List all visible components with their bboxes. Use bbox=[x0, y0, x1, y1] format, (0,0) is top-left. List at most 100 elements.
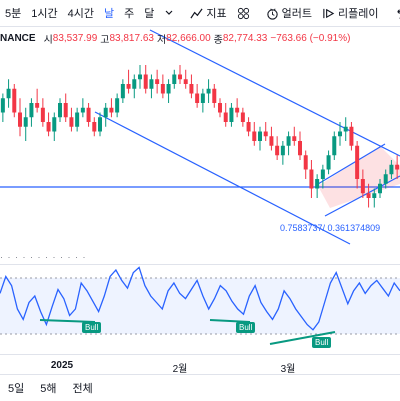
candle-body bbox=[269, 136, 274, 146]
range-bar: 5일 5해 전체 bbox=[0, 374, 400, 401]
oscillator-pane[interactable] bbox=[0, 264, 400, 354]
interval-week[interactable]: 주 bbox=[124, 8, 135, 20]
candle-body bbox=[378, 183, 382, 194]
candle-body bbox=[40, 107, 45, 122]
close-value: 82,774.33 bbox=[222, 32, 268, 44]
range-5y[interactable]: 5해 bbox=[40, 383, 57, 395]
pane-divider[interactable] bbox=[0, 264, 400, 265]
candle-body bbox=[103, 107, 108, 118]
candle-body bbox=[0, 98, 5, 113]
bull-signal-badge: Bull bbox=[312, 337, 332, 348]
close-label: 종 bbox=[213, 34, 223, 46]
bull-signal-badge: Bull bbox=[82, 322, 102, 333]
candle-body bbox=[303, 155, 308, 170]
candle-body bbox=[332, 136, 337, 156]
candle-body bbox=[258, 131, 262, 141]
bull-divergence-line bbox=[209, 319, 251, 323]
candle-body bbox=[349, 126, 354, 146]
candle-body bbox=[189, 84, 194, 94]
candle-body bbox=[23, 117, 28, 127]
pane-handle[interactable]: · · · · · · · · · · · · bbox=[0, 252, 87, 262]
candle-body bbox=[172, 74, 177, 84]
time-tick: 3월 bbox=[280, 364, 296, 375]
range-all[interactable]: 전체 bbox=[72, 383, 93, 395]
bull-signal-badge: Bull bbox=[236, 322, 256, 333]
change-value: −763.66 (−0.91%) bbox=[270, 32, 351, 44]
interval-day[interactable]: 날 bbox=[103, 8, 115, 20]
indicators-button[interactable]: 지표 bbox=[185, 0, 231, 26]
candle-body bbox=[12, 88, 17, 113]
candle-body bbox=[343, 126, 348, 132]
replay-label: 리플레이 bbox=[337, 8, 379, 20]
low-label: 저 bbox=[156, 34, 167, 46]
open-value: 83,537.99 bbox=[52, 32, 98, 44]
bull-divergence-line bbox=[39, 319, 96, 323]
candle-body bbox=[200, 93, 205, 103]
candle-body bbox=[223, 112, 228, 122]
undo-button[interactable] bbox=[389, 0, 400, 26]
candle-body bbox=[395, 164, 400, 170]
replay-button[interactable]: 리플레이 bbox=[317, 0, 383, 26]
candle-body bbox=[46, 122, 51, 132]
candle-body bbox=[29, 103, 34, 118]
grid-icon bbox=[237, 7, 249, 19]
candle-body bbox=[360, 179, 365, 194]
candle-body bbox=[280, 145, 285, 156]
candle-body bbox=[229, 107, 234, 122]
high-value: 83,817.63 bbox=[109, 32, 154, 44]
time-tick: 2025 bbox=[50, 360, 74, 371]
candle-body bbox=[326, 155, 331, 170]
candle-body bbox=[218, 103, 222, 113]
candle-body bbox=[275, 145, 280, 156]
top-toolbar: 5분 1시간 4시간 날 주 달 지표 얼러트 리플레이 bbox=[0, 0, 400, 27]
candle-body bbox=[292, 136, 297, 141]
interval-month[interactable]: 달 bbox=[144, 8, 155, 20]
wedge-upper-line bbox=[317, 143, 386, 185]
interval-5m[interactable]: 5분 bbox=[5, 8, 22, 20]
candle-body bbox=[309, 169, 314, 189]
candle-body bbox=[98, 117, 102, 132]
ohlc-legend: NANCE 시 83,537.99 고 83,817.63 저 82,666.00 종… bbox=[0, 30, 353, 46]
oscillator-line bbox=[0, 266, 400, 331]
candle-body bbox=[92, 122, 97, 132]
candle-body bbox=[155, 79, 160, 84]
candle-body bbox=[120, 84, 125, 99]
candle-body bbox=[178, 74, 182, 80]
candle-body bbox=[246, 122, 251, 132]
candle-body bbox=[63, 103, 68, 118]
candle-body bbox=[35, 103, 40, 108]
time-axis[interactable]: 2025 2월 3월 bbox=[0, 354, 400, 375]
candle-body bbox=[18, 112, 22, 127]
candle-body bbox=[389, 164, 394, 175]
indicators-label: 지표 bbox=[206, 8, 227, 20]
candle-body bbox=[383, 174, 388, 184]
candle-body bbox=[286, 136, 291, 146]
candle-body bbox=[126, 84, 131, 89]
open-label: 시 bbox=[43, 34, 53, 46]
range-5d[interactable]: 5일 bbox=[8, 383, 25, 395]
candle-body bbox=[86, 107, 91, 122]
candle-body bbox=[195, 93, 200, 103]
candle-body bbox=[58, 103, 62, 118]
replay-icon bbox=[323, 8, 335, 18]
undo-icon bbox=[397, 8, 400, 14]
candle-body bbox=[183, 79, 188, 84]
interval-1h[interactable]: 1시간 bbox=[31, 8, 58, 20]
chevron-down-icon[interactable] bbox=[159, 0, 179, 26]
channel-lower-line bbox=[94, 111, 351, 245]
alert-label: 얼러트 bbox=[281, 8, 312, 20]
fib-ratio-label: 0.7583737/ 0.361374809 bbox=[280, 223, 381, 233]
candle-body bbox=[138, 74, 142, 80]
candle-body bbox=[115, 98, 120, 113]
price-chart[interactable] bbox=[0, 26, 400, 264]
interval-4h[interactable]: 4시간 bbox=[67, 8, 94, 20]
candle-body bbox=[366, 193, 371, 198]
candle-body bbox=[109, 107, 114, 113]
candle-body bbox=[252, 131, 257, 141]
layout-button[interactable] bbox=[232, 0, 255, 26]
alert-button[interactable]: 얼러트 bbox=[261, 0, 317, 26]
candle-body bbox=[6, 88, 11, 99]
candle-body bbox=[80, 107, 85, 113]
candle-body bbox=[320, 169, 325, 179]
symbol-label[interactable]: NANCE bbox=[0, 32, 36, 44]
